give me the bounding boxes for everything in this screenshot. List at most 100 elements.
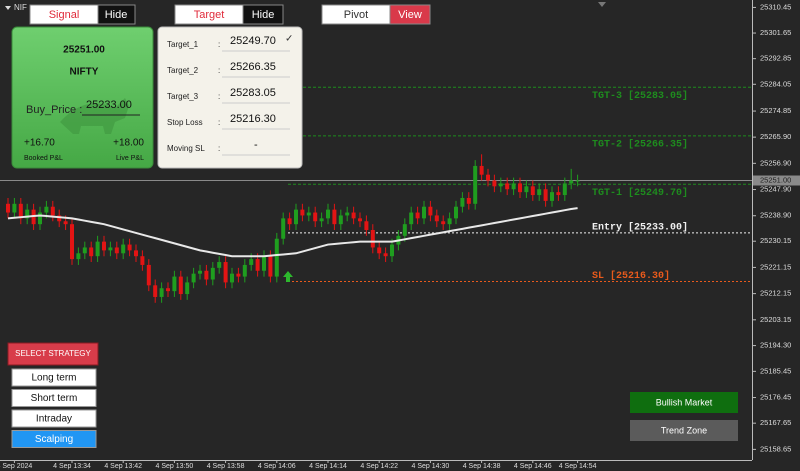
candle-body: [569, 180, 574, 184]
target-row-label: Stop Loss: [167, 118, 203, 127]
tab-label: Target: [194, 9, 225, 21]
candle-body: [57, 215, 62, 222]
candle-body: [114, 247, 119, 254]
signal-price: 25251.00: [63, 45, 105, 56]
candle-body: [486, 174, 490, 181]
strategy-option[interactable]: [11, 389, 97, 407]
signal-card: [11, 26, 154, 169]
market-status[interactable]: [630, 392, 738, 413]
candle-body: [166, 288, 170, 292]
candle-body: [479, 165, 484, 175]
candle-body: [524, 186, 529, 193]
candle-body: [300, 209, 305, 216]
strategy-option[interactable]: [11, 368, 97, 387]
y-tick-label: 25176.45: [760, 393, 791, 402]
target-row-label: Target_1: [167, 40, 199, 49]
booked-label: Booked P&L: [24, 155, 63, 162]
strategy-option-label: Long term: [31, 373, 76, 384]
candle-body: [332, 209, 337, 225]
strategy-option-label: Scalping: [35, 434, 73, 445]
x-tick-label: 4 Sep 13:50: [156, 463, 194, 470]
candle-body: [434, 215, 439, 222]
candle-body: [306, 212, 311, 216]
tab-button[interactable]: [97, 4, 136, 25]
candle-body: [562, 183, 567, 196]
candle-body: [390, 244, 394, 257]
tab-label: Signal: [49, 9, 80, 21]
x-tick-label: 4 Sep 14:54: [559, 463, 597, 470]
tab-button[interactable]: [389, 4, 431, 25]
candle-body: [172, 276, 177, 292]
candle-body: [121, 244, 126, 254]
x-tick-label: 4 Sep 13:58: [207, 463, 245, 470]
x-tick-label: 4 Sep 14:38: [463, 463, 501, 470]
y-tick-label: 25265.90: [760, 132, 791, 141]
candle-body: [415, 212, 420, 219]
tab-button-label: Hide: [252, 9, 275, 21]
candle-body: [281, 218, 286, 239]
candle-body: [274, 238, 279, 277]
candle-body: [409, 212, 414, 225]
candle-body: [556, 192, 561, 196]
market-status-label: Bullish Market: [656, 397, 713, 407]
strategy-option[interactable]: [11, 430, 97, 448]
y-tick-label: 25301.65: [760, 28, 791, 37]
candle-body: [543, 189, 548, 201]
candle-body: [364, 221, 369, 230]
candle-body: [518, 183, 522, 193]
x-tick-label: 4 Sep 13:42: [104, 463, 142, 470]
level-label: TGT-3 [25283.05]: [592, 90, 688, 102]
candle-body: [345, 212, 350, 216]
candle-body: [76, 253, 81, 260]
candle-body: [18, 203, 23, 219]
candle-body: [294, 209, 298, 225]
trend-zone-label: Trend Zone: [661, 425, 707, 435]
symbol-arrow[interactable]: [5, 6, 11, 10]
candle-body: [351, 212, 356, 219]
candle-body: [511, 183, 516, 190]
y-tick-label: 25212.15: [760, 289, 791, 298]
x-tick-label: 4 Sep 13:34: [53, 463, 91, 470]
strategy-title: SELECT STRATEGY: [15, 349, 91, 358]
buy-value: 25233.00: [86, 99, 132, 111]
tab-button[interactable]: [242, 4, 284, 25]
y-tick-label: 25167.65: [760, 418, 791, 427]
last-price-label: 25251.00: [760, 175, 791, 184]
target-row-sep: :: [218, 92, 220, 101]
candle-body: [338, 215, 343, 225]
candle-body: [492, 180, 497, 187]
candle-body: [537, 189, 542, 196]
candle-body: [262, 256, 266, 271]
strategy-option-label: Short term: [31, 393, 78, 404]
y-tick-label: 25221.15: [760, 262, 791, 271]
live-value: +18.00: [113, 138, 144, 149]
y-tick-label: 25230.15: [760, 236, 791, 245]
y-tick-label: 25238.90: [760, 211, 791, 220]
candle-body: [6, 203, 10, 213]
strategy-header[interactable]: [7, 342, 99, 366]
booked-value: +16.70: [24, 138, 55, 149]
level-label: TGT-1 [25249.70]: [592, 187, 688, 199]
candle-body: [127, 244, 132, 251]
trend-zone[interactable]: [630, 420, 738, 441]
target-row-label: Target_2: [167, 66, 199, 75]
buy-label: Buy_Price :: [26, 104, 82, 116]
x-tick-label: 4 Sep 14:14: [309, 463, 347, 470]
candle-body: [447, 218, 452, 225]
candle-body: [82, 247, 87, 254]
strategy-option[interactable]: [11, 409, 97, 428]
candle-body: [370, 230, 375, 248]
target-row-sep: :: [218, 118, 220, 127]
candle-body: [70, 224, 74, 260]
candle-body: [140, 256, 145, 265]
level-label: TGT-2 [25266.35]: [592, 138, 688, 150]
candle-body: [210, 267, 215, 280]
y-tick-label: 25256.90: [760, 158, 791, 167]
candle-body: [38, 212, 42, 225]
candle-body: [498, 183, 503, 187]
candle-body: [428, 206, 433, 216]
scroll-arrow[interactable]: [598, 2, 606, 7]
candle-body: [108, 247, 113, 251]
candle-body: [217, 262, 222, 268]
candle-body: [134, 250, 138, 257]
